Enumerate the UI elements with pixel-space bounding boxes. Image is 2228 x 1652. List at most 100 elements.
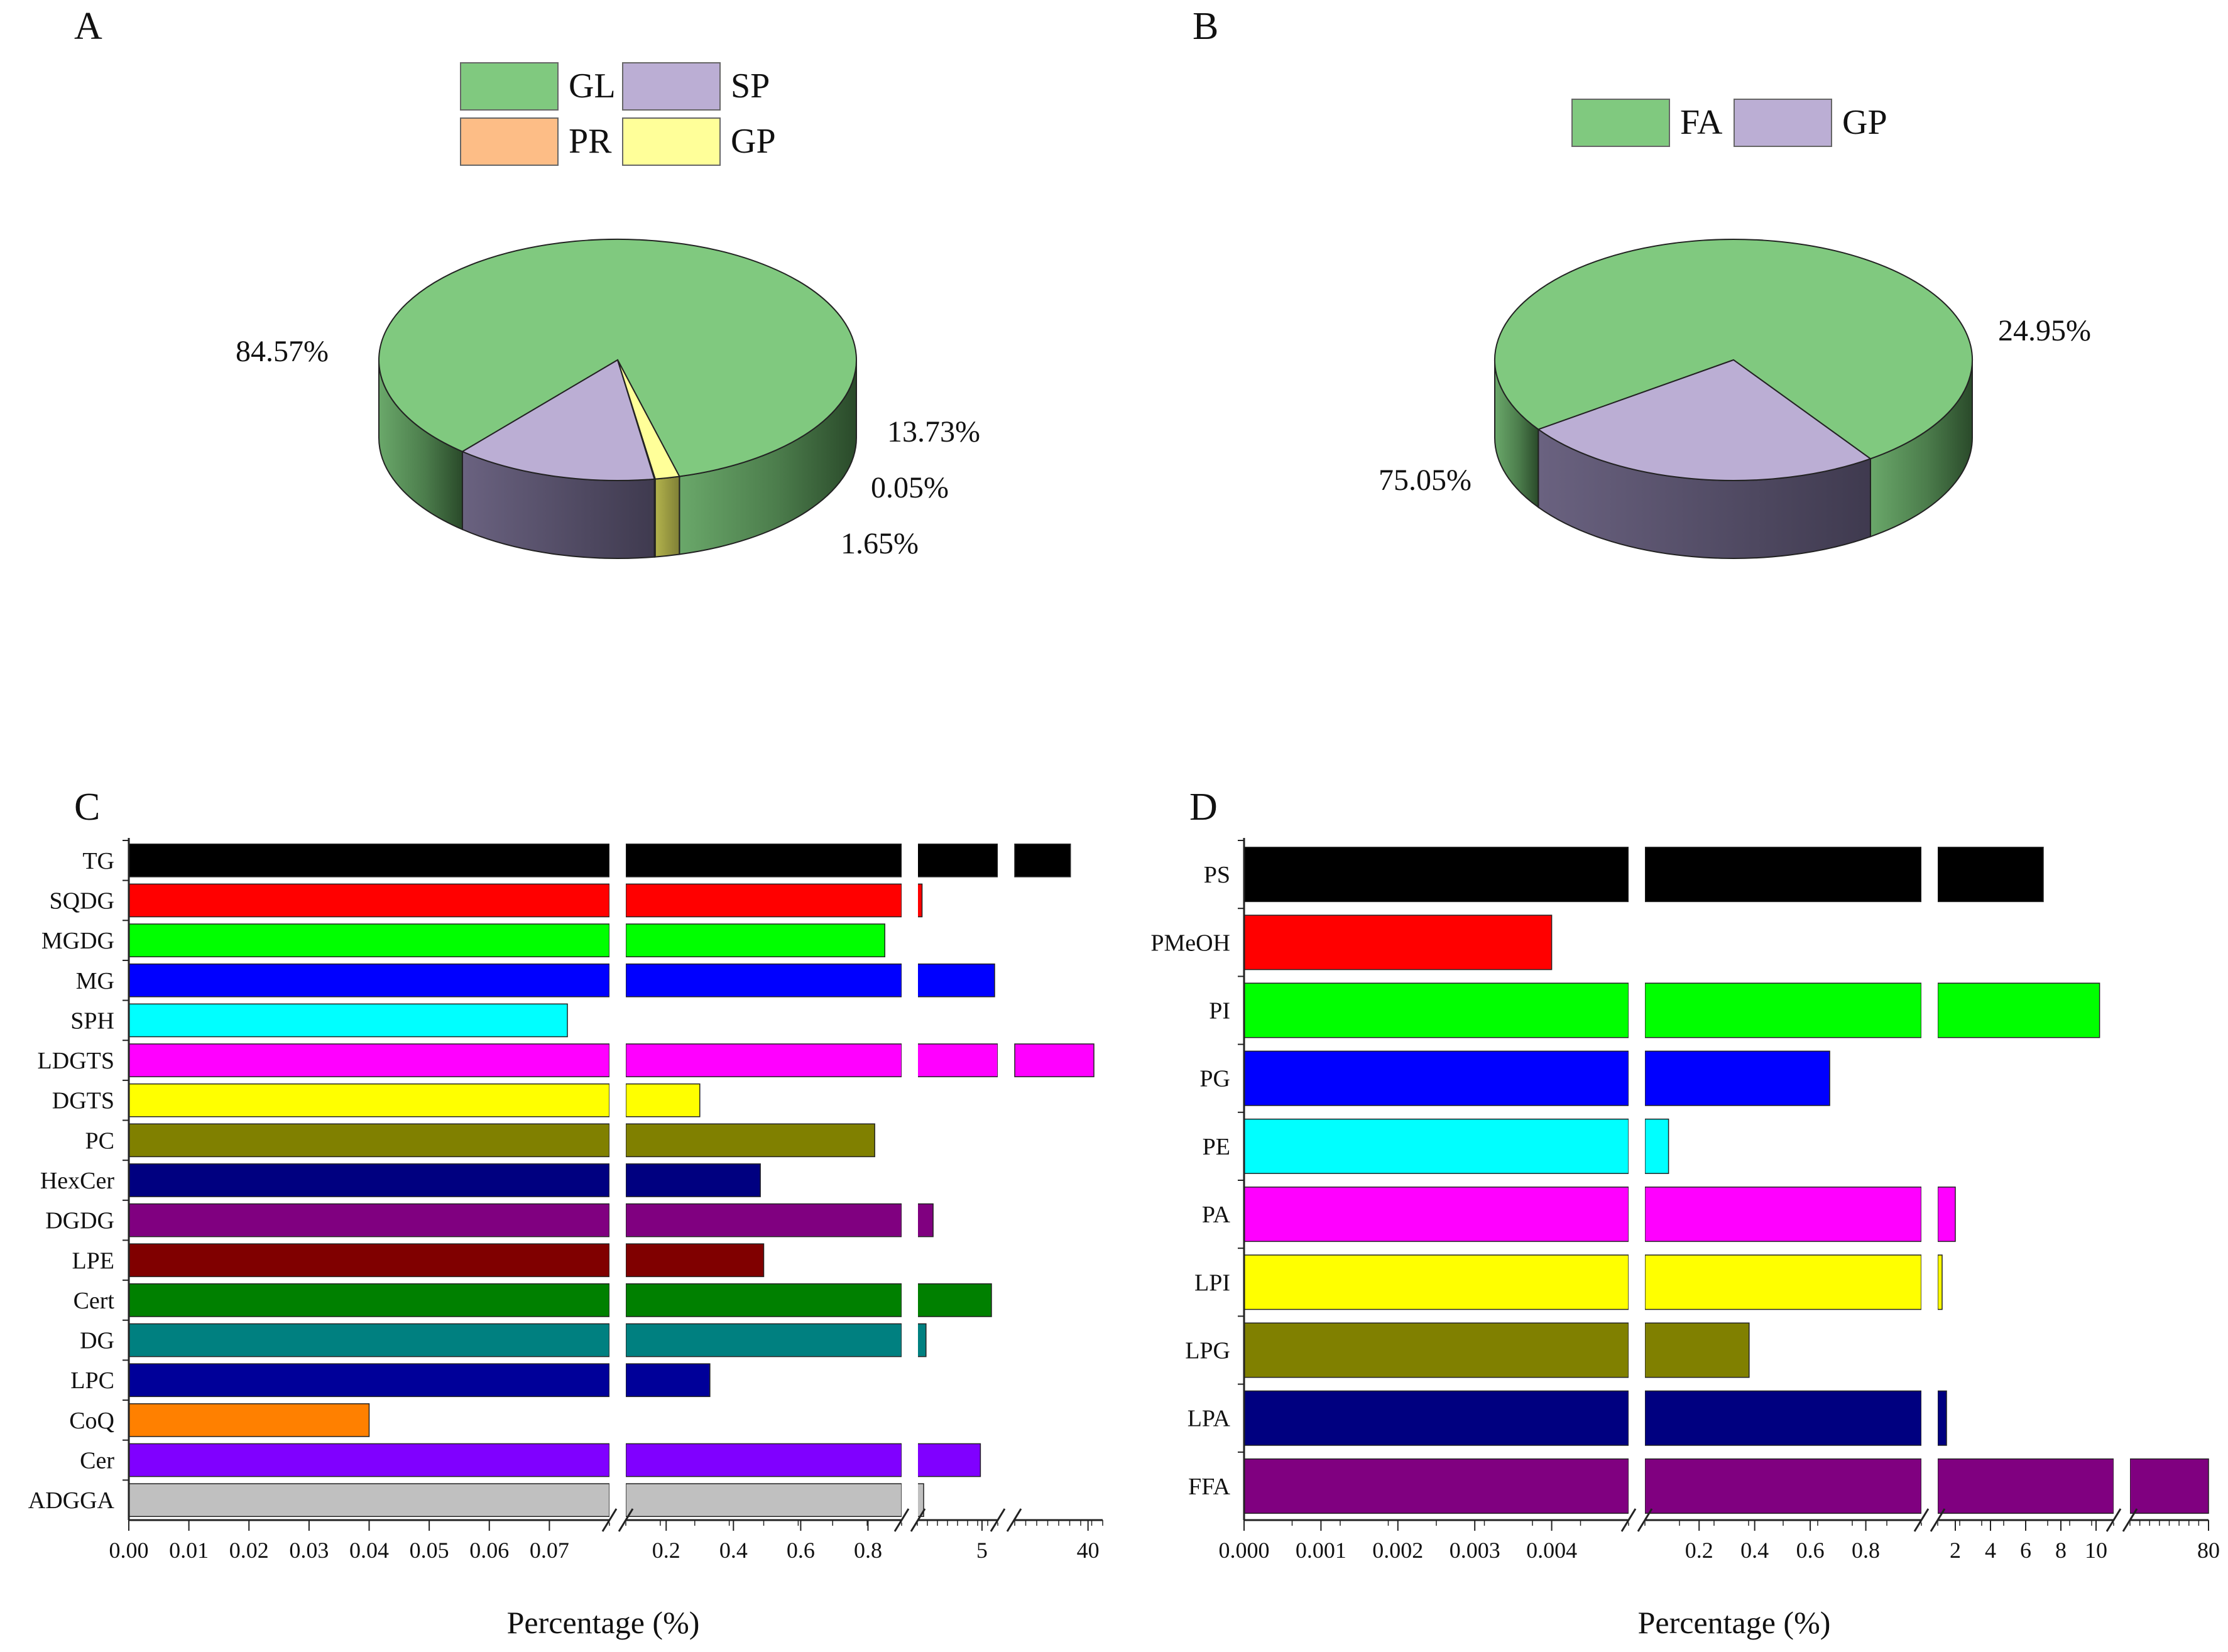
x-tick-label: 0.000 [1219,1538,1270,1563]
legend-b: FA GP [1571,99,1887,147]
bar-mg-seg2 [917,963,995,997]
bar-ffa-seg1 [1644,1458,1922,1514]
bar-lpe-seg0 [128,1243,610,1278]
bar-chart-c: TG SQDG MGDG MG SPH LDGTS DGTS PC HexCer DGDG LPE C… [28,838,1103,1640]
bar-ldgts-seg1 [625,1043,902,1077]
bar-pi-seg2 [1937,982,2100,1038]
panel-label-a: A [74,5,102,48]
x-tick-label: 0.6 [1796,1538,1825,1563]
bar-cert-seg0 [128,1283,610,1317]
bar-lpg-seg0 [1243,1322,1629,1378]
panel-c: C TG SQDG MGDG MG SPH LDGTS DGTS PC HexCer DGDG LP… [28,786,1103,1640]
x-tick-label: 0.05 [410,1538,449,1563]
x-tick-label: 6 [2020,1538,2031,1563]
bar-dg-seg0 [128,1323,610,1357]
category-label-ffa: FFA [1188,1474,1230,1500]
axis-break-gap [1629,839,1645,1519]
legend-swatch-gl [460,62,559,111]
x-tick-label: 40 [1077,1538,1100,1563]
bar-cert-seg1 [625,1283,902,1317]
category-label-pa: PA [1202,1202,1231,1228]
bar-lpg-seg1 [1644,1322,1750,1378]
category-label-pmeoh: PMeOH [1150,930,1230,956]
pie-slice-gp [1537,359,1872,481]
x-tick-label: 0.02 [229,1538,269,1563]
category-label-lpg: LPG [1185,1338,1230,1364]
bar-coq-seg0 [128,1403,370,1437]
legend-swatch-pr [460,117,559,166]
bar-lpa-seg2 [1937,1390,1947,1446]
bar-tg-seg2 [917,843,998,878]
axis-break-mark [1913,1508,1930,1532]
legend-label-sp: SP [731,67,770,106]
panel-a: A GL SP PR GP 84.57% 13.73% 0.05% 1.65% [74,5,980,560]
bar-ffa-seg0 [1243,1458,1629,1514]
category-label-ps: PS [1204,862,1230,888]
category-label-cer: Cer [80,1448,114,1474]
x-tick-label: 0.01 [169,1538,209,1563]
axis-break-mark [1930,1508,1946,1532]
pie-label-pr: 0.05% [871,471,949,504]
bar-pa-seg1 [1644,1187,1922,1242]
bar-ldgts-seg0 [128,1043,610,1077]
pie-label-gl: 84.57% [236,335,329,368]
axis-break-mark [1620,1508,1637,1532]
bar-pi-seg1 [1644,982,1922,1038]
axis-break-gap [1921,1518,1938,1523]
bar-dg-seg2 [917,1323,927,1357]
axis-break-mark [990,1508,1006,1532]
axis-break-gap [609,1518,626,1523]
pie-slice-gp [617,359,680,480]
category-label-cert: Cert [74,1288,115,1314]
bar-sph-seg0 [128,1003,568,1038]
axis-break-mark [2105,1508,2122,1532]
axis-break-mark [1637,1508,1653,1532]
category-label-coq: CoQ [69,1408,114,1434]
bar-tg-seg1 [625,843,902,878]
legend-label-gp: GP [731,122,776,161]
bar-ffa-seg3 [2129,1458,2209,1514]
x-tick-label: 0.07 [530,1538,569,1563]
axis-break-gap [902,839,918,1519]
x-tick-label: 0.06 [469,1538,509,1563]
panel-label-c: C [74,786,100,829]
axis-break-mark [601,1508,618,1532]
bar-hexcer-seg1 [625,1163,761,1197]
bar-pg-seg1 [1644,1050,1830,1106]
x-tick-label: 0.004 [1526,1538,1577,1563]
panel-b: B FA GP 75.05% 24.95% [1193,5,2091,559]
category-label-mgdg: MGDG [41,928,114,954]
bar-sqdg-seg0 [128,883,610,918]
axis-break-mark [618,1508,634,1532]
x-tick-label: 0.04 [349,1538,389,1563]
bar-pg-seg0 [1243,1050,1629,1106]
axis-break-gap [1921,839,1938,1519]
pie-label-gp: 24.95% [1998,314,2091,347]
x-axis-title: Percentage (%) [1638,1605,1831,1640]
category-label-adgga: ADGGA [28,1487,115,1514]
pie-slice-sp [461,359,655,481]
bar-lpi-seg2 [1937,1254,1943,1310]
bar-dgdg-seg0 [128,1203,610,1237]
bar-lpi-seg0 [1243,1254,1629,1310]
bar-ldgts-seg3 [1014,1043,1095,1077]
axis-break-gap [902,1518,918,1523]
bar-pa-seg2 [1937,1187,1956,1242]
bar-mgdg-seg0 [128,923,610,957]
category-label-pi: PI [1209,998,1230,1024]
bar-dgts-seg0 [128,1083,610,1117]
panel-label-b: B [1193,5,1218,48]
bar-adgga-seg0 [128,1483,610,1518]
legend-label-gl: GL [569,67,616,106]
bar-cer-seg2 [917,1443,981,1477]
bar-ps-seg1 [1644,847,1922,903]
pie-side-gp [654,475,680,558]
category-label-sph: SPH [70,1008,114,1034]
bar-lpi-seg1 [1644,1254,1922,1310]
pie-label-gp: 1.65% [841,527,919,560]
bar-tg-seg0 [128,843,610,878]
bar-dg-seg1 [625,1323,902,1357]
pie-label-fa: 75.05% [1379,464,1472,497]
bar-pe-seg1 [1644,1118,1669,1174]
